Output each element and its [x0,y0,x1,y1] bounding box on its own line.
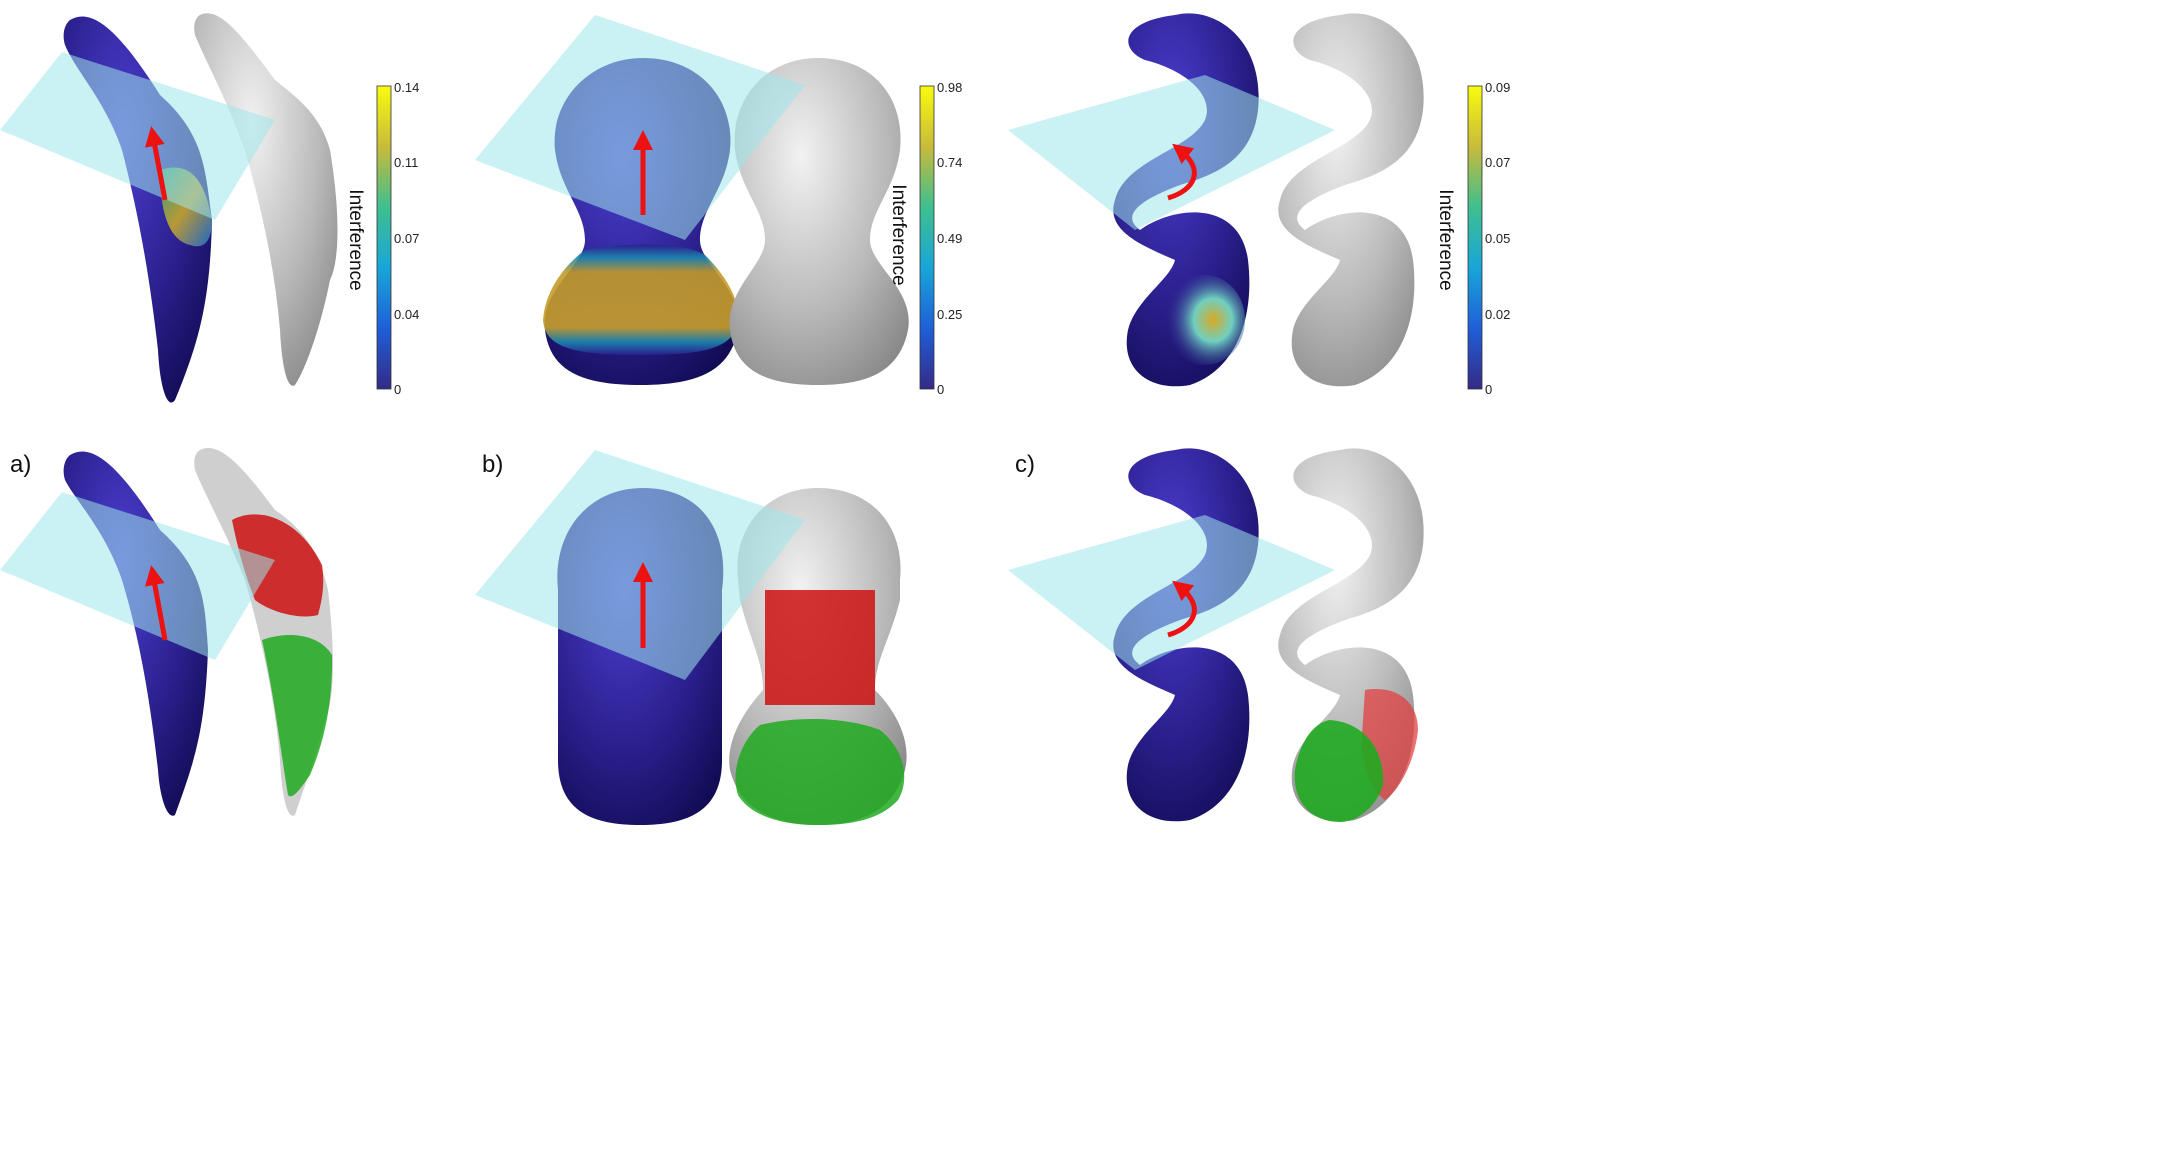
panel-b-bottom-red-segment [765,590,875,705]
panel-a-colorbar-tick-2: 0.11 [394,155,418,170]
panel-c-top-interference-hotspot [1165,275,1245,365]
panel-a-bottom-view [0,448,333,816]
panel-c-colorbar: 0.09 0.07 0.05 0.02 0 Interference [1435,80,1510,397]
panel-a-top-plane [0,52,275,220]
panel-a-colorbar-title: Interference [345,189,366,290]
panel-b-label: b) [482,451,503,478]
panel-c-top-arrow [1167,143,1197,201]
panel-c-colorbar-title: Interference [1435,189,1456,290]
panel-a-colorbar-tick-1: 0.14 [394,80,419,95]
panel-a-bottom-plane [0,492,275,660]
panel-c-colorbar-tick-2: 0.07 [1485,155,1510,170]
panel-c-bottom-plane [1008,515,1335,670]
panel-b-colorbar-tick-2: 0.74 [937,155,962,170]
panel-c-bottom-green-segment [1294,720,1384,822]
panel-b-bottom-view [475,450,907,825]
panel-c: 0.09 0.07 0.05 0.02 0 Interference c) [1008,13,1510,822]
panel-a-colorbar-tick-4: 0.04 [394,307,419,322]
panel-c-label: c) [1015,451,1035,478]
panel-c-bottom-view [1008,448,1424,822]
panel-a-top-arrow [145,126,168,201]
panel-a-colorbar-tick-3: 0.07 [394,231,419,246]
panel-c-colorbar-tick-5: 0 [1485,382,1492,397]
panel-b: 0.98 0.74 0.49 0.25 0 Interference b) [475,15,962,825]
panel-a-top-view [0,13,338,403]
panel-c-colorbar-gradient [1467,85,1483,390]
panel-b-colorbar-title: Interference [888,184,909,285]
panel-b-colorbar-tick-3: 0.49 [937,231,962,246]
panel-c-top-view [1008,13,1424,387]
panel-c-colorbar-tick-3: 0.05 [1485,231,1510,246]
panel-b-colorbar: 0.98 0.74 0.49 0.25 0 Interference [888,80,962,397]
panel-b-colorbar-tick-4: 0.25 [937,307,962,322]
panel-a: 0.14 0.11 0.07 0.04 0 Interference a) [0,13,419,816]
panel-a-colorbar-gradient [376,85,392,390]
panel-a-colorbar: 0.14 0.11 0.07 0.04 0 Interference [345,80,419,397]
panel-a-colorbar-tick-5: 0 [394,382,401,397]
panel-b-top-view [475,15,909,385]
panel-c-bottom-arrow [1167,580,1197,638]
panel-b-bottom-green-segment [735,718,905,825]
panel-c-top-plane [1008,75,1335,230]
panel-b-colorbar-tick-5: 0 [937,382,944,397]
panel-b-top-gray-shape [729,58,909,385]
panel-c-top-gray-shape [1278,13,1424,387]
panel-b-colorbar-tick-1: 0.98 [937,80,962,95]
panel-c-colorbar-tick-4: 0.02 [1485,307,1510,322]
panel-b-top-plane [475,15,805,240]
panel-b-top-interference-band [543,244,739,355]
panel-b-colorbar-gradient [919,85,935,390]
panel-a-label: a) [10,451,31,478]
panel-a-bottom-green-segment [262,635,333,797]
panel-c-colorbar-tick-1: 0.09 [1485,80,1510,95]
panel-a-bottom-arrow [144,565,168,641]
